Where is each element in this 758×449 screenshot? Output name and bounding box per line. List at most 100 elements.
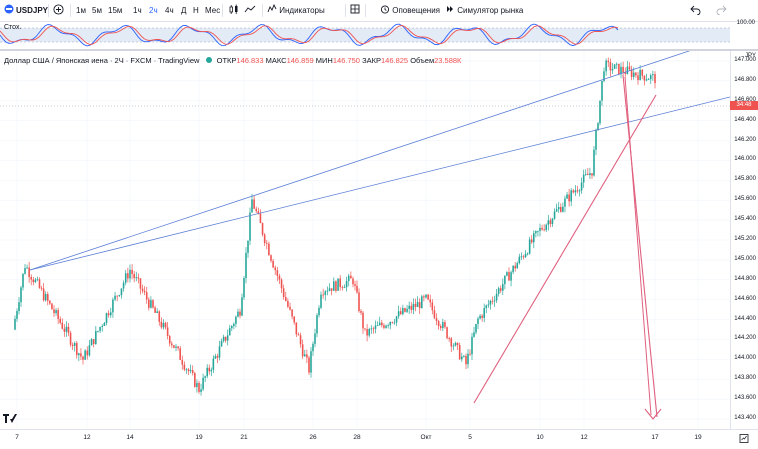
candle-body [116,295,118,297]
layout-grid-icon[interactable] [350,0,360,21]
main-chart[interactable] [0,51,730,429]
candle-body [53,309,55,314]
candle-body [297,334,300,336]
replay-button[interactable]: Симулятор рынка [445,0,523,21]
candle-body [387,325,389,327]
interval-3[interactable]: 1ч [133,6,142,15]
redo-icon[interactable] [716,0,727,21]
candle-body [222,336,225,342]
candle-body [389,322,392,326]
candle-body [322,294,324,296]
candle-body [335,281,337,291]
candle-body [347,275,350,282]
symbol-icon [4,0,14,21]
pane-separator[interactable] [0,49,758,51]
candle-body [69,332,72,345]
candle-body [460,356,463,360]
legend-low: 146.750 [332,56,360,65]
candle-body [435,318,438,322]
price-axis[interactable]: JPY 147.000 146.800 146.600 146.400 146.200 1… [730,51,758,429]
indicators-icon [267,3,277,13]
candle-body [341,287,344,288]
interval-1[interactable]: 5м [92,6,102,15]
candle-body [293,316,296,323]
candle-body [51,303,53,310]
lower-channel-line[interactable] [29,96,730,271]
candle-body [555,209,558,212]
interval-0[interactable]: 1м [76,6,86,15]
interval-7[interactable]: Н [193,6,199,15]
price-tick: 143.800 [734,375,756,382]
candle-body [626,66,629,74]
axis-settings-icon[interactable] [739,434,749,445]
candle-body [420,296,423,309]
candles-icon[interactable] [228,0,239,21]
candle-body [61,322,64,329]
undo-icon[interactable] [690,0,701,21]
stochastic-d-line [0,25,619,45]
candle-body [467,353,469,365]
interval-5[interactable]: 4ч [165,6,174,15]
candle-body [46,294,49,301]
candle-body [412,303,415,310]
candle-body [231,325,233,329]
candle-body [372,328,375,330]
candle-body [237,311,239,317]
interval-8[interactable]: Мес [205,6,221,15]
interval-4[interactable]: 2ч [149,6,158,15]
candle-body [487,304,490,306]
candle-body [439,326,442,329]
candle-body [216,356,219,358]
candle-body [280,279,283,289]
candle-body [333,281,335,291]
candle-body [198,382,200,392]
stochastic-pane[interactable] [0,22,730,48]
divider [345,4,346,17]
candle-body [395,316,398,323]
candle-body [485,305,488,309]
candle-body [471,336,473,355]
candle-body [649,75,652,80]
indicators-button[interactable]: Индикаторы [267,0,325,21]
support-trendline[interactable] [473,94,657,404]
candle-body [36,279,39,281]
candle-body [416,302,419,307]
candle-body [593,149,595,176]
candle-body [553,211,556,219]
chart-grid [0,51,730,429]
candle-body [112,299,114,313]
candle-body [284,297,287,301]
candle-body [310,351,312,373]
candle-body [171,343,173,346]
interval-6[interactable]: Д [181,6,187,15]
line-chart-icon[interactable] [244,0,256,21]
candle-body [30,276,33,280]
symbol-search[interactable]: USDJPY [16,6,49,15]
time-tick: Окт [420,434,432,441]
candle-body [320,294,322,308]
candle-body [185,369,188,371]
candle-body [582,174,585,183]
candle-body [38,279,41,288]
upper-channel-line[interactable] [29,51,695,271]
candle-body [75,343,78,356]
candle-body [637,75,639,81]
alert-button[interactable]: Оповещения [380,0,440,21]
forecast-arrow-line-2[interactable] [624,76,652,416]
candle-body [463,355,465,357]
time-axis[interactable]: 7 12 14 19 21 26 28 Окт 5 10 12 17 19 [0,429,758,449]
candle-body [520,256,523,258]
candle-body [55,310,57,314]
candle-body [42,288,45,301]
interval-2[interactable]: 15м [108,6,123,15]
forecast-arrow-line[interactable] [622,74,658,418]
candle-body [510,272,512,281]
price-tick: 144.600 [734,295,756,302]
plus-circle-icon[interactable] [53,0,64,21]
candle-body [59,318,62,323]
candle-body [214,356,217,359]
candle-body [88,345,91,356]
candle-body [502,284,504,291]
candle-body [551,218,554,224]
candle-body [481,315,483,318]
